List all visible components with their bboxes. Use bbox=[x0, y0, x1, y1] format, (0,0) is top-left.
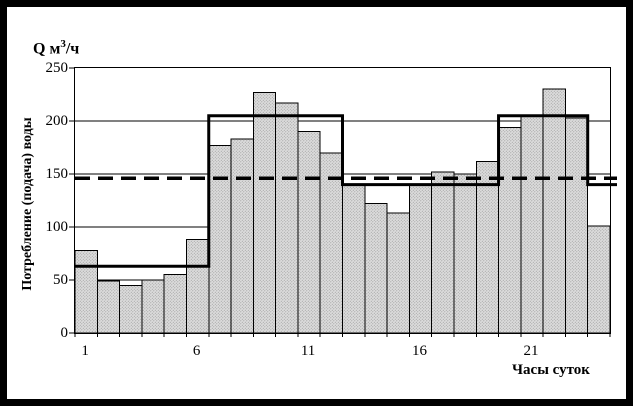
plot-area bbox=[69, 67, 617, 337]
y-tick-label-250: 250 bbox=[45, 60, 69, 76]
x-tick-label-21: 21 bbox=[523, 343, 539, 359]
x-tick-label-1: 1 bbox=[81, 343, 89, 359]
y-tick-label-200: 200 bbox=[45, 113, 69, 129]
y-tick-label-150: 150 bbox=[45, 166, 69, 182]
bar-hour-10 bbox=[275, 102, 299, 334]
bar-hour-4 bbox=[141, 279, 165, 334]
y-axis-unit-prefix: Q м bbox=[33, 40, 61, 58]
y-tick-label-100: 100 bbox=[45, 219, 69, 235]
bar-hour-19 bbox=[475, 160, 500, 334]
x-tick-label-6: 6 bbox=[192, 343, 201, 359]
bar-hour-6 bbox=[185, 239, 210, 334]
bar-hour-18 bbox=[453, 173, 477, 334]
bar-hour-22 bbox=[542, 88, 566, 334]
bar-hour-24 bbox=[587, 225, 611, 334]
y-axis-unit-superscript: 3 bbox=[60, 38, 66, 50]
bar-hour-3 bbox=[119, 284, 143, 334]
x-tick-label-11: 11 bbox=[300, 343, 316, 359]
supply-step-line bbox=[75, 114, 617, 268]
chart-svg bbox=[69, 67, 617, 337]
y-tick-label-0: 0 bbox=[60, 325, 69, 341]
bar-hour-2 bbox=[96, 280, 121, 334]
bar-hour-17 bbox=[431, 171, 455, 334]
y-axis-unit-label: Q м3/ч bbox=[33, 38, 79, 58]
bar-hour-13 bbox=[342, 184, 366, 334]
x-tick-label-16: 16 bbox=[412, 343, 428, 359]
bar-hour-23 bbox=[564, 117, 589, 334]
bar-hour-20 bbox=[498, 126, 522, 334]
bar-hour-11 bbox=[297, 131, 321, 334]
bar-hour-9 bbox=[252, 91, 277, 334]
bar-hour-14 bbox=[364, 203, 388, 334]
bar-hour-8 bbox=[230, 138, 254, 334]
bar-hour-15 bbox=[386, 212, 410, 334]
bar-hour-5 bbox=[163, 274, 187, 334]
bar-hour-21 bbox=[520, 115, 544, 334]
bar-hour-7 bbox=[208, 144, 232, 334]
bar-hour-1 bbox=[74, 249, 98, 334]
y-tick-label-50: 50 bbox=[53, 272, 68, 288]
y-axis-unit-suffix: /ч bbox=[65, 40, 80, 58]
x-axis-title: Часы суток bbox=[512, 362, 590, 378]
bar-hour-16 bbox=[408, 184, 433, 334]
